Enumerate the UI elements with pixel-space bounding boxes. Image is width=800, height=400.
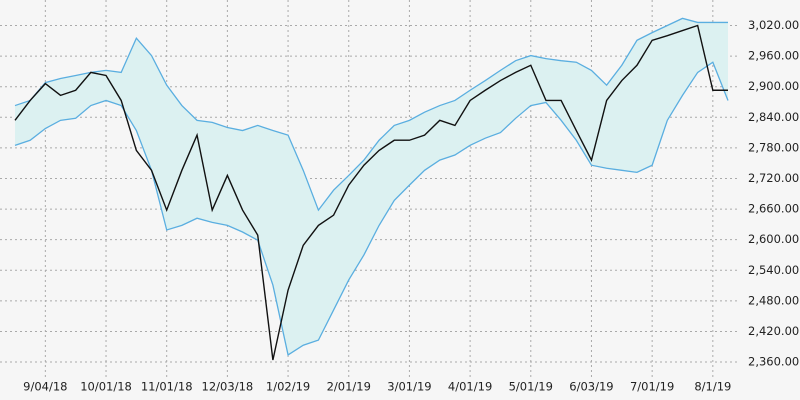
x-tick-label: 8/1/19 [694, 380, 731, 394]
x-tick-label: 5/01/19 [509, 380, 553, 394]
band-fill [15, 18, 728, 355]
x-tick-label: 12/03/18 [202, 380, 254, 394]
band-line [14, 17, 728, 212]
y-tick-label: 2,420.00 [748, 324, 799, 338]
x-tick-label: 7/01/19 [630, 380, 674, 394]
y-tick-label: 2,480.00 [748, 293, 799, 307]
y-tick-label: 2,720.00 [748, 171, 799, 185]
x-tick-label: 1/02/19 [266, 380, 310, 394]
x-tick-label: 9/04/18 [23, 380, 67, 394]
y-tick-label: 2,840.00 [748, 110, 799, 124]
x-tick-label: 10/01/18 [80, 380, 132, 394]
y-tick-label: 2,960.00 [748, 49, 799, 63]
x-tick-label: 3/01/19 [387, 380, 431, 394]
x-tick-label: 4/01/19 [448, 380, 492, 394]
y-tick-label: 2,540.00 [748, 263, 799, 277]
y-tick-label: 2,780.00 [748, 140, 799, 154]
y-tick-label: 2,360.00 [748, 355, 799, 369]
band-line [14, 61, 729, 356]
y-tick-label: 2,900.00 [748, 79, 799, 93]
price-line [14, 24, 728, 361]
y-tick-label: 3,020.00 [748, 18, 799, 32]
x-tick-label: 2/01/19 [327, 380, 371, 394]
y-tick-label: 2,600.00 [748, 232, 799, 246]
y-tick-label: 2,660.00 [748, 202, 799, 216]
x-tick-label: 11/01/18 [141, 380, 193, 394]
x-tick-label: 6/03/19 [569, 380, 613, 394]
